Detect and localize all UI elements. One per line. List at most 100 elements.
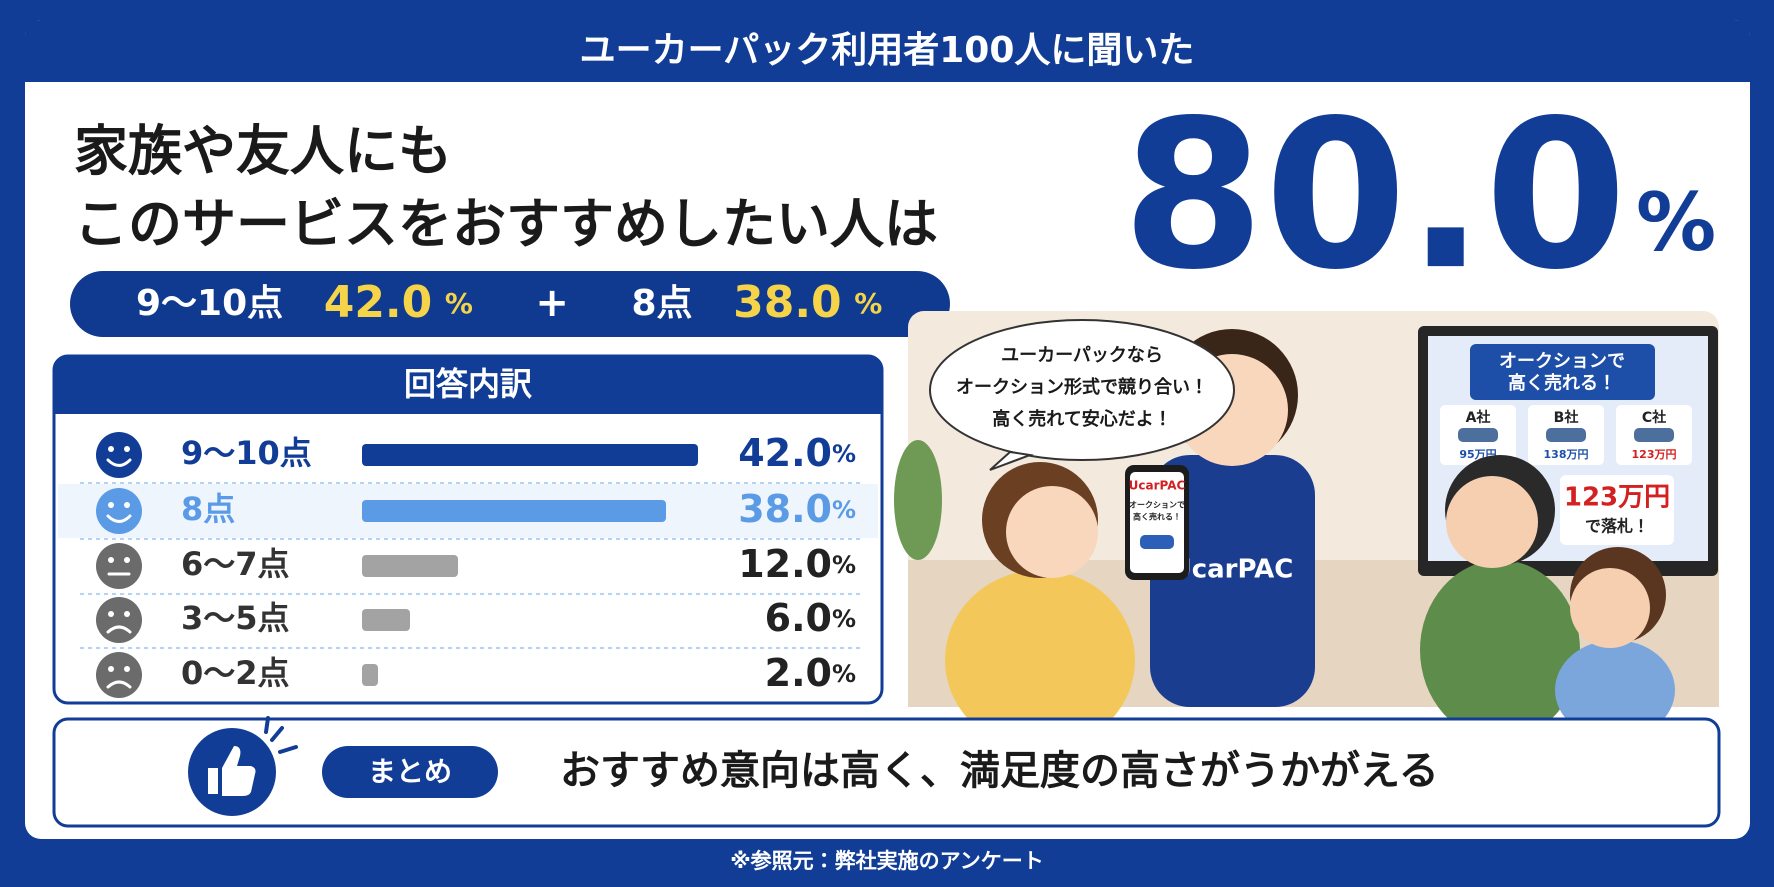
row-value-unit: % bbox=[832, 660, 856, 688]
result-caption: で落札！ bbox=[1585, 517, 1649, 536]
row-value-unit: % bbox=[832, 496, 856, 524]
face-eye bbox=[124, 611, 130, 617]
hoodie-logo: UcarPAC bbox=[1171, 555, 1294, 585]
row-value-number: 38.0 bbox=[738, 487, 832, 531]
summary-pill bbox=[70, 271, 950, 337]
row-label: 6～7点 bbox=[181, 545, 290, 583]
row-value-number: 12.0 bbox=[738, 542, 832, 586]
bid-car bbox=[1546, 428, 1586, 442]
row-value: 2.0% bbox=[765, 651, 856, 695]
face-eye bbox=[124, 557, 130, 563]
headline-line: 家族や友人にも bbox=[74, 120, 452, 183]
row-label: 0～2点 bbox=[181, 654, 290, 692]
row-value: 12.0% bbox=[738, 542, 856, 586]
face-icon bbox=[96, 488, 142, 534]
row-value: 38.0% bbox=[738, 487, 856, 531]
row-label: 3～5点 bbox=[181, 599, 290, 637]
row-value: 42.0% bbox=[738, 431, 856, 475]
row-value-number: 6.0 bbox=[765, 596, 832, 640]
speech-tail bbox=[989, 450, 1034, 471]
row-value-number: 42.0 bbox=[738, 431, 832, 475]
bar bbox=[362, 444, 698, 466]
conclusion-tag-text: まとめ bbox=[368, 755, 452, 788]
bid-car bbox=[1634, 428, 1674, 442]
face-eye bbox=[108, 611, 114, 617]
bar bbox=[362, 609, 410, 631]
breakdown: 回答内訳 9～10点 42.0% 8点 38.0% 6～7点 12.0% 3～5点 6.0% 0… bbox=[52, 354, 884, 705]
face-mouth bbox=[106, 458, 132, 467]
phone-caption: オークションで bbox=[1129, 500, 1185, 510]
face-icon bbox=[96, 597, 142, 643]
woman-face bbox=[1006, 486, 1098, 578]
tv-title: 高く売れる！ bbox=[1508, 372, 1616, 394]
header-title: ユーカーパック利用者100人に聞いた bbox=[580, 30, 1195, 71]
footer-note: ※参照元：弊社実施のアンケート bbox=[730, 849, 1044, 873]
row-label: 8点 bbox=[181, 490, 235, 528]
summary-value: 42.0 bbox=[324, 277, 433, 328]
headline-unit: % bbox=[1636, 176, 1716, 269]
boy-body bbox=[1420, 560, 1580, 740]
headline-value: 80.0 bbox=[1122, 77, 1627, 315]
speech-bubble bbox=[929, 319, 1235, 461]
bid-company: A社 bbox=[1466, 409, 1491, 426]
breakdown-title: 回答内訳 bbox=[404, 365, 532, 403]
speech-line: ユーカーパックなら bbox=[1001, 345, 1163, 366]
breakdown-header bbox=[54, 356, 882, 414]
bid-company: C社 bbox=[1642, 409, 1666, 426]
result-card bbox=[1560, 475, 1674, 545]
face-mouth bbox=[106, 680, 132, 689]
face-mouth bbox=[106, 625, 132, 634]
summary-operator: + bbox=[535, 280, 569, 326]
row-value-unit: % bbox=[832, 605, 856, 633]
face-eye bbox=[108, 666, 114, 672]
face-eye bbox=[108, 446, 114, 452]
summary-label: 8点 bbox=[631, 283, 692, 324]
face-icon bbox=[96, 543, 142, 589]
speech-line: 高く売れて安心だよ！ bbox=[992, 408, 1171, 430]
summary-label: 9～10点 bbox=[136, 283, 283, 324]
header-band bbox=[25, 20, 1750, 82]
man-hoodie bbox=[1150, 455, 1315, 707]
phone-car bbox=[1140, 535, 1174, 549]
face-icon bbox=[96, 432, 142, 478]
face-eye bbox=[124, 502, 130, 508]
kid-body bbox=[1555, 640, 1675, 740]
summary-unit: % bbox=[854, 287, 882, 320]
summary-text: 9～10点 42.0 % + 8点 38.0 % bbox=[136, 277, 882, 328]
bid-price: 138万円 bbox=[1544, 448, 1589, 461]
bid-price: 123万円 bbox=[1632, 448, 1677, 461]
speech-line: オークション形式で競り合い！ bbox=[956, 376, 1208, 398]
kid-face bbox=[1570, 568, 1650, 648]
row-value-unit: % bbox=[832, 440, 856, 468]
summary-value: 38.0 bbox=[733, 277, 842, 328]
conclusion-text: おすすめ意向は高く、満足度の高さがうかがえる bbox=[560, 748, 1439, 794]
bar bbox=[362, 555, 458, 577]
face-eye bbox=[108, 557, 114, 563]
thumb-shape bbox=[208, 746, 256, 796]
row-label: 9～10点 bbox=[181, 434, 312, 472]
bid-company: B社 bbox=[1554, 409, 1579, 426]
bid-car bbox=[1458, 428, 1498, 442]
thumb-sparkle bbox=[264, 716, 298, 754]
row-value: 6.0% bbox=[765, 596, 856, 640]
summary-unit: % bbox=[445, 287, 473, 320]
face-eye bbox=[124, 446, 130, 452]
conclusion-tag bbox=[322, 746, 498, 798]
tv-title: オークションで bbox=[1499, 351, 1625, 372]
phone-caption: 高く売れる！ bbox=[1133, 512, 1181, 522]
face-mouth bbox=[106, 514, 132, 523]
bar bbox=[362, 664, 378, 686]
face-icon bbox=[96, 652, 142, 698]
boy-face bbox=[1446, 476, 1538, 568]
result-price: 123万円 bbox=[1564, 483, 1670, 513]
woman-body bbox=[945, 570, 1135, 750]
phone-brand: UcarPAC bbox=[1129, 479, 1186, 493]
plant bbox=[894, 440, 942, 560]
face-eye bbox=[108, 502, 114, 508]
headline-line: このサービスをおすすめしたい人は bbox=[74, 193, 938, 256]
bar bbox=[362, 500, 666, 522]
